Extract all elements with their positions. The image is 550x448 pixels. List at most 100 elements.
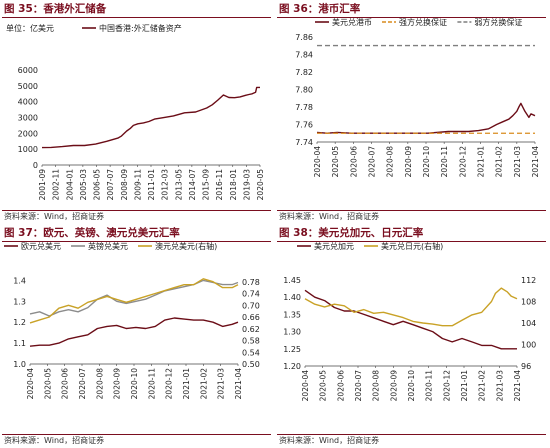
x-tick-label: 2019-03 (242, 169, 251, 201)
x-tick-label: 2001-09 (38, 169, 47, 201)
x-tick-label: 2021-02 (199, 368, 208, 400)
x-tick-label: 2020-05 (319, 370, 328, 402)
x-tick-label: 2020-09 (389, 370, 398, 402)
x-tick-label: 2013-05 (174, 169, 183, 201)
x-tick-label: 2021-03 (217, 368, 226, 400)
x-tick-label: 2020-06 (336, 370, 345, 402)
series-line-0 (316, 102, 536, 134)
y-tick-label: 6000 (18, 66, 38, 75)
x-tick-label: 2021-02 (495, 146, 504, 178)
y-tick-label: 1.45 (283, 276, 301, 285)
series-line-0 (29, 317, 239, 347)
x-tick-label: 2020-05 (43, 368, 52, 400)
x-tick-label: 2021-01 (477, 146, 486, 178)
x-tick-label: 2006-05 (93, 169, 102, 201)
y-tick-label: 4000 (18, 98, 38, 107)
source-note: 资料来源：Wind，招商证券 (4, 212, 105, 221)
y-tick-label: 7.84 (295, 50, 313, 59)
y2-tick-label: 0.78 (242, 278, 260, 287)
source-note: 资料来源：Wind，招商证券 (4, 436, 105, 445)
title-rule (2, 241, 271, 242)
x-tick-label: 2008-09 (120, 169, 129, 201)
source-note: 资料来源：Wind，招商证券 (279, 436, 380, 445)
y2-tick-label: 0.50 (242, 360, 260, 369)
x-tick-label: 2020-12 (442, 370, 451, 402)
x-tick-label: 2020-10 (422, 146, 431, 178)
y2-tick-label: 0.66 (242, 313, 260, 322)
x-tick-label: 2021-01 (460, 370, 469, 402)
y2-tick-label: 104 (521, 319, 536, 328)
y-tick-label: 1.40 (283, 293, 301, 302)
y-tick-label: 0 (33, 161, 38, 170)
y2-tick-label: 0.62 (242, 325, 260, 334)
x-tick-label: 2020-08 (386, 146, 395, 178)
x-tick-label: 2020-05 (256, 169, 265, 201)
x-tick-label: 2021-03 (513, 146, 522, 178)
y2-tick-label: 96 (521, 362, 531, 371)
x-tick-label: 2020-04 (301, 370, 310, 402)
source-rule (2, 434, 271, 435)
panel-title: 图 35：香港外汇储备 (4, 3, 107, 15)
series-line-2 (29, 278, 239, 324)
x-tick-label: 2018-01 (229, 169, 238, 201)
panel-fig36: 图 36：港币汇率 7.74 7.76 7.78 7.80 7.82 7.84 7.86 20… (275, 0, 550, 224)
x-tick-label: 2005-03 (79, 169, 88, 201)
x-tick-label: 2021-02 (478, 370, 487, 402)
x-tick-label: 2021-03 (495, 370, 504, 402)
x-tick-label: 2020-09 (113, 368, 122, 400)
y-tick-label: 1.35 (283, 310, 301, 319)
x-tick-label: 2016-11 (215, 169, 224, 201)
panel-fig37: 图 37：欧元、英镑、澳元兑美元汇率 1.0 1.1 1.2 1.3 1.4 0.50 0.… (0, 224, 275, 448)
y-tick-label: 7.80 (295, 85, 313, 94)
y2-tick-label: 0.74 (242, 290, 260, 299)
x-tick-label: 2020-12 (458, 146, 467, 178)
y-tick-label: 1.1 (13, 339, 26, 348)
legend-label-1: 美元兑日元(右轴) (381, 242, 443, 251)
y-tick-label: 7.86 (295, 33, 313, 42)
legend-label-0: 美元兑港币 (332, 18, 372, 27)
source-rule (277, 434, 546, 435)
x-tick-label: 2021-04 (513, 370, 522, 402)
source-note: 资料来源：Wind，招商证券 (279, 212, 380, 221)
y2-tick-label: 100 (521, 341, 536, 350)
x-tick-label: 2020-10 (130, 368, 139, 400)
x-tick-label: 2020-06 (349, 146, 358, 178)
x-tick-label: 2020-11 (425, 370, 434, 402)
eur-gbp-aud-chart: 1.0 1.1 1.2 1.3 1.4 0.50 0.54 0.58 0.62 0.66 0.70 0… (4, 242, 260, 400)
x-tick-label: 2020-07 (354, 370, 363, 402)
y2-tick-label: 0.54 (242, 348, 260, 357)
legend-label-2: 弱方兑换保证 (474, 18, 522, 27)
x-tick-label: 2012-03 (161, 169, 170, 201)
y-tick-label: 1.2 (13, 318, 26, 327)
legend-label-0: 中国香港:外汇储备资产 (99, 23, 182, 33)
panel-fig35: 图 35：香港外汇储备 单位：亿美元 0 1000 2000 3000 4000 5000 6… (0, 0, 275, 224)
x-tick-label: 2020-07 (368, 146, 377, 178)
x-tick-label: 2020-11 (147, 368, 156, 400)
y2-tick-label: 108 (521, 298, 536, 307)
y-tick-label: 7.74 (295, 138, 313, 147)
x-tick-label: 2002-11 (52, 169, 61, 201)
y-tick-label: 1.3 (13, 297, 26, 306)
x-tick-label: 2020-06 (61, 368, 70, 400)
x-tick-label: 2020-04 (313, 146, 322, 178)
y-tick-label: 1000 (18, 145, 38, 154)
x-tick-label: 2021-01 (182, 368, 191, 400)
source-rule (2, 210, 271, 211)
x-tick-label: 2004-01 (65, 169, 74, 201)
y-tick-label: 7.82 (295, 68, 313, 77)
y-tick-label: 1.20 (283, 362, 301, 371)
series-line-1 (29, 279, 239, 317)
panel-title: 图 38：美元兑加元、日元汇率 (279, 227, 424, 239)
x-tick-label: 2020-12 (165, 368, 174, 400)
x-tick-label: 2007-07 (106, 169, 115, 201)
hk-reserves-chart: 单位：亿美元 0 1000 2000 3000 4000 5000 6000 2001-09 20… (6, 23, 265, 201)
x-tick-label: 2011-01 (147, 169, 156, 201)
x-tick-label: 2020-07 (78, 368, 87, 400)
panel-title: 图 36：港币汇率 (279, 3, 361, 15)
y-tick-label: 1.0 (13, 360, 26, 369)
y-tick-label: 3000 (18, 114, 38, 123)
y2-tick-label: 0.58 (242, 337, 260, 346)
unit-label: 单位：亿美元 (6, 23, 54, 33)
title-rule (277, 17, 546, 18)
x-tick-label: 2020-05 (331, 146, 340, 178)
